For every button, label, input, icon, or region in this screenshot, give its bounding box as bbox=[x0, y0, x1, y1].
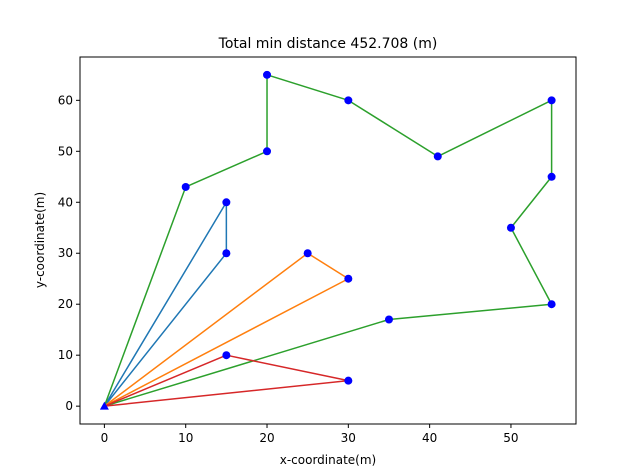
x-tick-label: 40 bbox=[422, 431, 437, 445]
route-line-1 bbox=[103, 201, 228, 407]
x-ticks: 0 10 20 30 40 50 bbox=[101, 424, 519, 445]
customer-point bbox=[303, 249, 312, 258]
y-axis-label: y-coordinate(m) bbox=[33, 192, 47, 288]
x-tick-label: 20 bbox=[259, 431, 274, 445]
routes-layer bbox=[103, 74, 553, 407]
customer-point bbox=[222, 249, 231, 258]
points-layer bbox=[99, 70, 556, 410]
customer-point bbox=[222, 198, 231, 207]
customer-point bbox=[384, 315, 393, 324]
y-tick-label: 30 bbox=[58, 246, 73, 260]
route-line-4 bbox=[104, 354, 350, 407]
x-tick-label: 30 bbox=[341, 431, 356, 445]
y-ticks: 0 10 20 30 40 50 60 bbox=[58, 93, 80, 413]
customer-point bbox=[547, 300, 556, 309]
customer-point bbox=[263, 147, 272, 156]
customer-point bbox=[433, 152, 442, 161]
customer-point bbox=[263, 70, 272, 79]
route-line-2 bbox=[103, 252, 350, 407]
y-tick-label: 50 bbox=[58, 144, 73, 158]
plot-frame bbox=[79, 56, 577, 425]
customer-point bbox=[344, 376, 353, 385]
customer-point bbox=[547, 96, 556, 105]
customer-point bbox=[547, 172, 556, 181]
customer-point bbox=[344, 96, 353, 105]
route-line-3 bbox=[103, 74, 553, 407]
y-tick-label: 0 bbox=[65, 399, 73, 413]
customer-point bbox=[506, 223, 515, 232]
customer-point bbox=[344, 274, 353, 283]
x-axis-label: x-coordinate(m) bbox=[280, 453, 377, 467]
x-tick-label: 50 bbox=[503, 431, 518, 445]
y-tick-label: 40 bbox=[58, 195, 73, 209]
y-tick-label: 10 bbox=[58, 348, 73, 362]
chart-title: Total min distance 452.708 (m) bbox=[218, 36, 438, 52]
customer-point bbox=[222, 351, 231, 360]
x-tick-label: 10 bbox=[178, 431, 193, 445]
depot-marker bbox=[99, 401, 109, 410]
customer-point bbox=[181, 182, 190, 191]
y-tick-label: 60 bbox=[58, 93, 73, 107]
x-tick-label: 0 bbox=[101, 431, 109, 445]
y-tick-label: 20 bbox=[58, 297, 73, 311]
